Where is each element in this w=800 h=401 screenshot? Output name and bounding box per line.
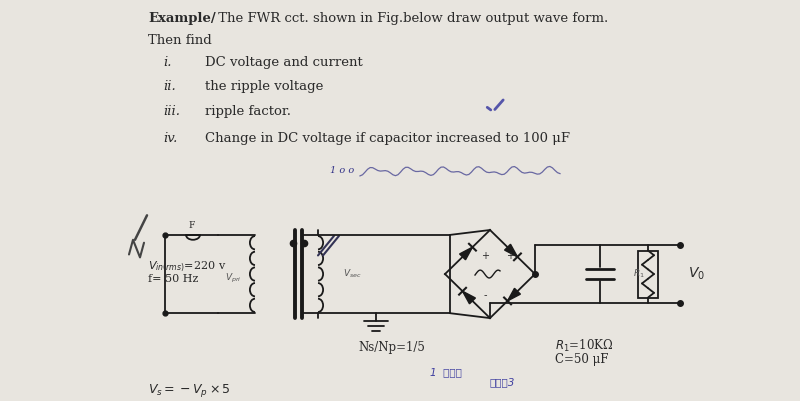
Text: +: +	[481, 251, 489, 261]
Polygon shape	[462, 291, 475, 304]
Text: 1 o o: 1 o o	[330, 166, 354, 175]
Text: $V_{pri}$: $V_{pri}$	[225, 272, 242, 286]
Text: Example/: Example/	[148, 12, 216, 25]
Text: -: -	[483, 291, 486, 301]
Text: $R_1$=10KΩ: $R_1$=10KΩ	[555, 338, 614, 354]
Text: 1  ابہ: 1 ابہ	[430, 367, 462, 377]
Text: i.: i.	[163, 56, 171, 69]
Text: the ripple voltage: the ripple voltage	[205, 80, 323, 93]
Text: C=50 μF: C=50 μF	[555, 353, 609, 367]
Text: $V_0$: $V_0$	[688, 266, 705, 282]
Text: +: +	[506, 251, 514, 261]
Text: iv.: iv.	[163, 132, 178, 145]
Text: F: F	[189, 221, 195, 230]
Text: Change in DC voltage if capacitor increased to 100 μF: Change in DC voltage if capacitor increa…	[205, 132, 570, 145]
Text: The FWR cct. shown in Fig.below draw output wave form.: The FWR cct. shown in Fig.below draw out…	[214, 12, 608, 25]
Text: DC voltage and current: DC voltage and current	[205, 56, 362, 69]
Polygon shape	[505, 244, 518, 257]
Polygon shape	[459, 247, 473, 260]
Text: Then find: Then find	[148, 34, 212, 47]
FancyBboxPatch shape	[638, 251, 658, 298]
Text: عول3: عول3	[490, 377, 515, 387]
Text: ripple factor.: ripple factor.	[205, 105, 291, 118]
Text: Ns/Np=1/5: Ns/Np=1/5	[358, 340, 425, 354]
Text: f= 50 Hz: f= 50 Hz	[148, 274, 198, 284]
Text: $V_{sec}$: $V_{sec}$	[343, 268, 362, 280]
Text: $R_1$: $R_1$	[634, 268, 645, 280]
Text: ii.: ii.	[163, 80, 176, 93]
Polygon shape	[507, 288, 521, 301]
Text: $V_s = -V_p  \times 5$: $V_s = -V_p \times 5$	[148, 382, 231, 399]
Text: iii.: iii.	[163, 105, 180, 118]
Text: $V_{in(rms)}$=220 v: $V_{in(rms)}$=220 v	[148, 259, 226, 274]
